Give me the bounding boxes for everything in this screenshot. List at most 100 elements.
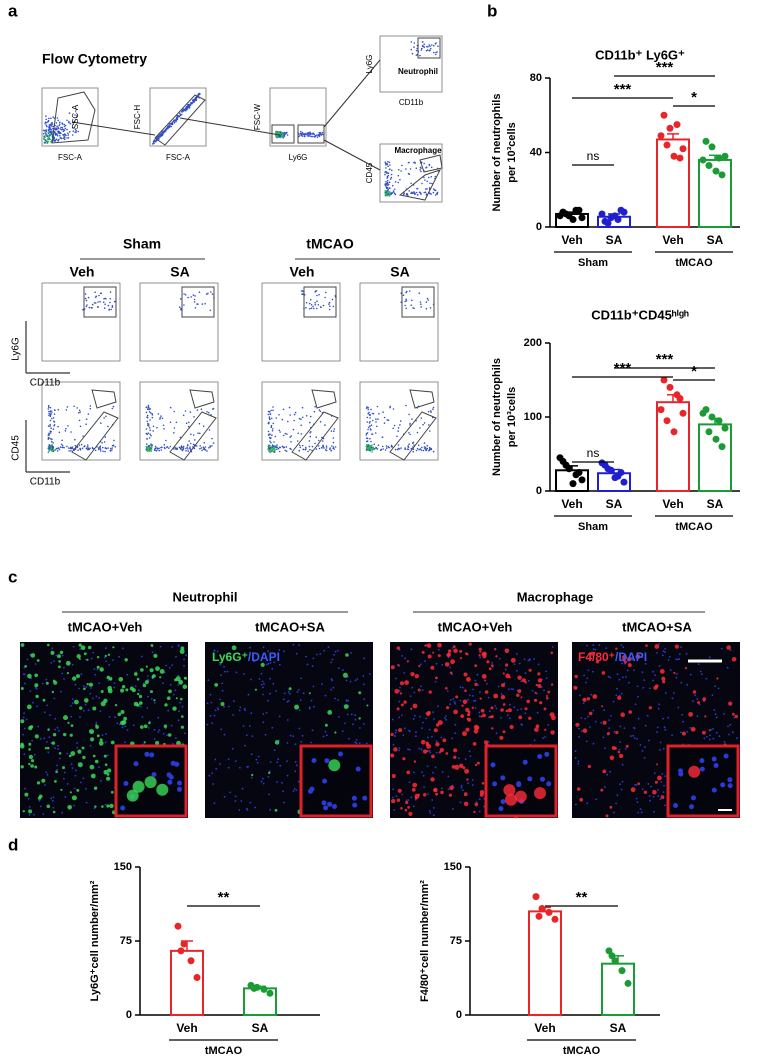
flow-event [152,417,154,419]
stained-cell [467,718,469,720]
x-axis-label: FSC-A [58,153,83,162]
stained-cell [43,699,46,702]
stain-marker: Ly6G⁺ [212,650,248,664]
nucleus [24,683,26,685]
nucleus [404,727,406,729]
flow-event [366,449,368,451]
flow-plot [360,382,438,460]
flow-event [146,446,148,448]
nucleus [105,804,107,806]
nucleus [586,802,588,804]
flow-event [412,307,414,309]
flow-event [314,411,316,413]
flow-event [419,55,421,57]
flow-event [179,447,181,449]
nucleus [49,736,51,738]
nucleus [592,710,594,712]
nucleus [402,734,404,736]
flow-event [367,409,369,411]
flow-event [425,447,427,449]
flow-event [98,447,100,449]
flow-event [393,190,395,192]
flow-event [405,308,407,310]
nucleus [224,734,226,736]
flow-event [85,293,87,295]
flow-event [297,440,299,442]
flow-event [100,448,102,450]
nucleus [410,796,412,798]
data-point [619,967,626,974]
flow-event [51,441,53,443]
stained-cell [615,731,618,734]
stained-cell [145,680,149,684]
flow-event [195,97,197,99]
nucleus [219,699,221,701]
flow-event [421,449,423,451]
flow-event [45,115,47,117]
flow-event [430,410,432,412]
nucleus [311,700,313,702]
stained-cell [183,684,188,689]
nucleus [298,728,300,730]
nucleus [714,685,716,687]
stained-cell [31,653,36,658]
flow-event [162,417,164,419]
data-point [576,207,583,214]
nucleus [445,715,447,717]
nucleus [232,714,234,716]
flow-event [168,126,170,128]
stained-cell [104,755,107,758]
data-point [539,905,546,912]
flow-event [420,167,422,169]
flow-event [433,45,435,47]
stained-cell [551,652,554,655]
stained-cell [27,705,32,710]
nucleus [124,741,126,743]
stained-cell [405,809,408,812]
nucleus [723,713,725,715]
stained-cell [130,687,134,691]
flow-event [390,194,392,196]
flow-event [147,421,149,423]
flow-event [389,164,391,166]
nucleus [479,656,481,658]
stained-cell [57,654,61,658]
flow-event [92,304,94,306]
nucleus [362,675,364,677]
nucleus [610,677,612,679]
flow-event [371,433,373,435]
flow-event [146,443,148,445]
nucleus [80,673,82,675]
nucleus [401,655,403,657]
inset-nucleus [527,776,532,781]
nucleus [98,766,100,768]
nucleus [495,705,497,707]
flow-event [319,409,321,411]
nucleus [263,783,265,785]
stained-cell [410,672,414,676]
stained-cell [184,677,186,679]
flow-event [279,430,281,432]
flow-event [67,425,69,427]
flow-event [303,449,305,451]
stained-cell [99,741,104,746]
nucleus [55,655,57,657]
flow-event [384,174,386,176]
flow-event [427,299,429,301]
flow-event [183,304,185,306]
flow-event [99,446,101,448]
nucleus [644,746,646,748]
nucleus [300,678,302,680]
flow-event [417,448,419,450]
stained-cell [155,741,159,745]
stained-cell [140,668,144,672]
nucleus [236,671,238,673]
flow-event [51,418,53,420]
flow-event [159,418,161,420]
flow-event [197,432,199,434]
nucleus [210,694,212,696]
stained-cell [547,691,550,694]
stained-cell [63,733,66,736]
nucleus [586,645,588,647]
stained-cell [78,762,83,767]
